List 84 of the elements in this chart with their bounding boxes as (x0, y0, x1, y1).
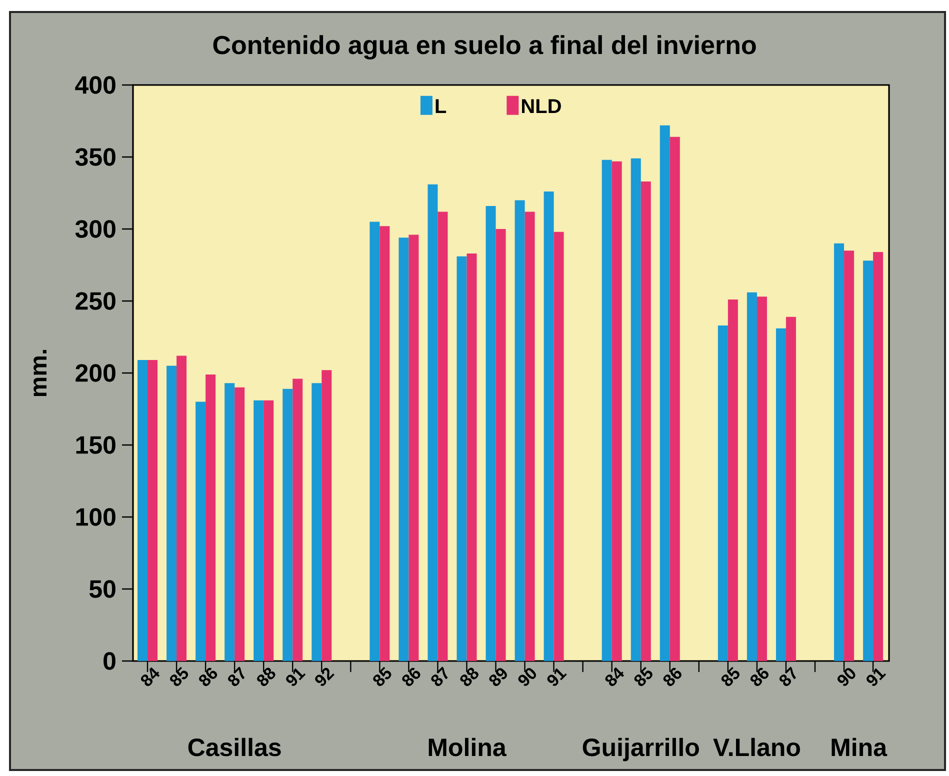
x-tick-label: 87 (228, 666, 245, 686)
bar (138, 360, 148, 661)
bar (224, 383, 235, 661)
x-tick-label: 91 (286, 668, 306, 686)
bar (746, 292, 757, 661)
bar (486, 206, 496, 661)
bar (496, 228, 506, 661)
bar (660, 125, 670, 661)
y-tick-label: 350 (75, 148, 116, 166)
bar (670, 136, 680, 661)
x-tick-label: 90 (518, 668, 536, 686)
text: Guijarrillo (582, 738, 699, 762)
text: Mina (832, 738, 888, 756)
x-tick-label: 86 (750, 668, 768, 686)
bar (524, 212, 535, 661)
y-axis-title: mm. (34, 350, 46, 396)
bar (370, 222, 380, 661)
x-tick-label: 85 (170, 666, 188, 686)
x-tick-label: 91 (547, 668, 567, 686)
chart-title: Contenido agua en suelo a final del invierno (213, 35, 756, 60)
bar (380, 226, 390, 661)
bar (630, 158, 641, 661)
bar (554, 232, 564, 661)
bar (254, 400, 264, 661)
bar (756, 296, 767, 661)
y-tick-label: 0 (104, 652, 116, 670)
bar (873, 252, 884, 661)
bar (398, 238, 409, 661)
y-tick-label: 400 (75, 76, 116, 94)
bar (456, 256, 467, 661)
x-tick-label: 86 (402, 668, 420, 686)
x-tick-label: 91 (866, 668, 886, 686)
y-tick-label: 250 (76, 292, 116, 310)
bar (176, 356, 187, 661)
x-tick-label: 88 (460, 668, 478, 686)
bar (428, 184, 438, 661)
bar (863, 260, 874, 661)
y-tick-label: 300 (75, 220, 116, 238)
bar (166, 366, 177, 661)
x-tick-label: 86 (663, 668, 682, 686)
bar (786, 316, 796, 661)
text: Casillas (188, 738, 281, 756)
bar (602, 160, 612, 661)
y-tick-label: 200 (76, 364, 116, 382)
x-tick-label: 87 (779, 666, 796, 686)
bar (148, 360, 158, 661)
bar (776, 328, 786, 661)
legend-label: L (436, 99, 446, 113)
bar (514, 200, 525, 661)
bar (206, 374, 216, 661)
x-tick-label: 87 (431, 666, 448, 686)
bar (292, 378, 303, 661)
bar (466, 253, 477, 661)
bar (612, 161, 622, 661)
bar (728, 300, 738, 661)
bar (408, 234, 419, 661)
bar (234, 387, 245, 661)
x-tick-label: 92 (315, 668, 334, 686)
bar (196, 402, 206, 661)
bar (312, 383, 322, 661)
bar (640, 181, 651, 661)
y-tick-label: 150 (76, 436, 116, 454)
x-tick-label: 85 (373, 666, 392, 686)
bar (264, 400, 274, 661)
x-tick-label: 90 (838, 668, 856, 686)
y-tick-label: 100 (76, 508, 116, 526)
x-tick-label: 84 (605, 667, 624, 686)
bar (834, 243, 844, 661)
x-tick-label: 89 (489, 668, 507, 686)
bar (844, 250, 854, 661)
bar (438, 212, 448, 661)
legend-label: NLD (522, 99, 561, 113)
x-tick-label: 85 (721, 666, 740, 686)
x-tick-label: 85 (634, 666, 652, 686)
x-tick-label: 84 (140, 667, 160, 686)
bar (282, 388, 293, 661)
bar (718, 325, 728, 661)
x-tick-label: 88 (257, 668, 276, 686)
bar (544, 192, 554, 661)
y-tick-label: 50 (89, 580, 116, 598)
text: V.Llano (713, 738, 800, 756)
bar (322, 370, 332, 661)
x-tick-label: 86 (199, 668, 218, 686)
text: Molina (428, 738, 507, 756)
